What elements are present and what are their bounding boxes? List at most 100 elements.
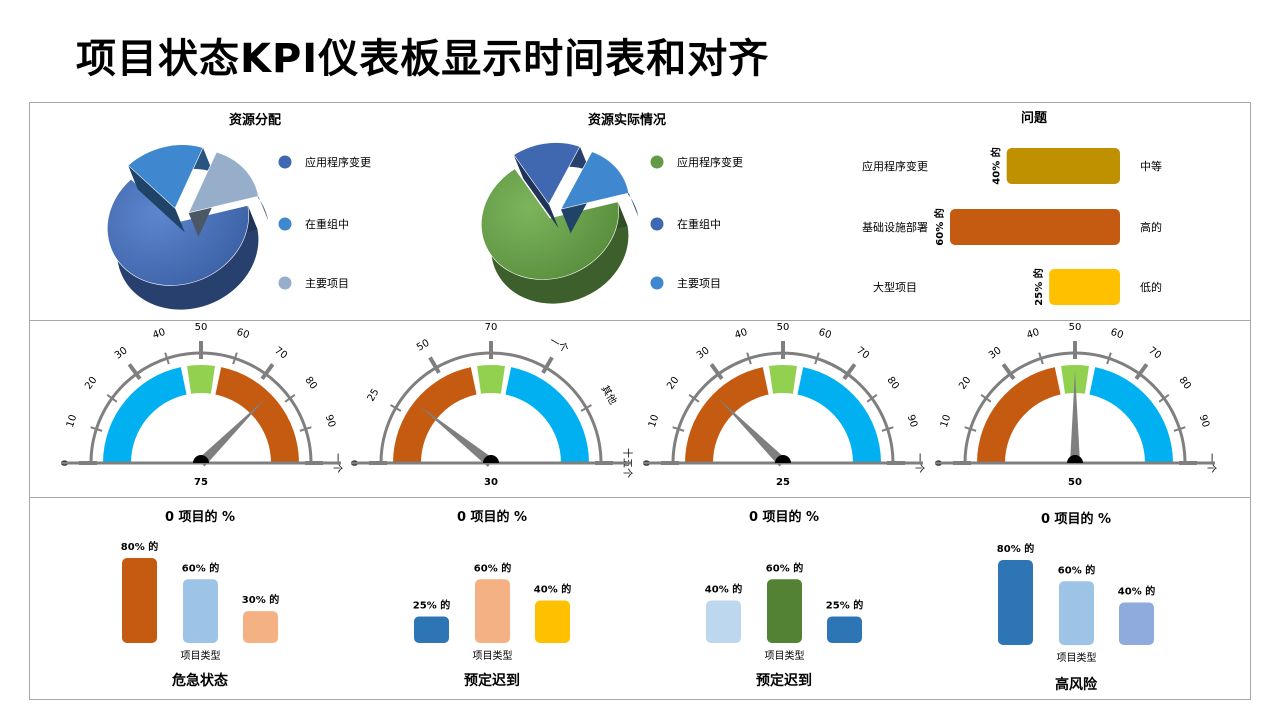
gauge-tick-label: 60 — [817, 327, 833, 341]
gauge-tick-label: 10 — [647, 413, 661, 429]
gauge-tick — [964, 426, 977, 432]
gauge-tick — [866, 394, 878, 403]
pie-title: 资源分配 — [229, 112, 281, 128]
gauge-tick — [260, 363, 275, 381]
gauge-tick — [127, 363, 142, 381]
gauge-tick — [1158, 394, 1170, 403]
gauge-tick — [746, 352, 752, 365]
gauge-tick-label: 50 — [777, 322, 790, 333]
bar — [767, 579, 802, 643]
gauge-tick-label: 50 — [1069, 322, 1082, 333]
legend-marker — [650, 276, 664, 290]
gauge-tick — [1038, 352, 1044, 365]
pie-slice — [188, 151, 259, 214]
issue-bar — [950, 209, 1120, 245]
gauge-tick — [284, 394, 296, 403]
gauge-tick — [1134, 363, 1149, 381]
gauge-tick — [390, 404, 402, 412]
gauge-tick-label: 25 — [366, 387, 382, 404]
gauge-tick-label: 80 — [302, 375, 318, 392]
gauge-tick — [980, 394, 992, 403]
bar-value-label: 80% 的 — [997, 542, 1034, 555]
gauge-tick — [541, 356, 554, 374]
gauge-tick-label: 60 — [1109, 327, 1125, 341]
gauge-value: 25 — [776, 477, 790, 488]
bar-value-label: 25% 的 — [826, 598, 863, 611]
gauge-tick-label: 80 — [884, 375, 900, 392]
gauge-hub — [775, 455, 791, 463]
gauge-tick-label: 70 — [854, 345, 871, 361]
gauge-tick — [580, 404, 592, 412]
gauge-tick-label: 30 — [695, 345, 712, 361]
pie-slice-side — [128, 165, 185, 233]
issue-value-label: 25% 的 — [1032, 268, 1045, 305]
bar-group-title: 0 项目的 % — [1041, 511, 1111, 527]
issue-value-label: 60% 的 — [933, 208, 946, 245]
bar-value-label: 30% 的 — [242, 593, 279, 606]
gauge-tick-label: 20 — [957, 375, 973, 392]
bar-group-caption: 预定迟到 — [464, 672, 520, 689]
gauge-tick-label: 50 — [195, 322, 208, 333]
pie-slice — [513, 142, 581, 205]
gauge-tick — [90, 426, 103, 432]
issue-category: 应用程序变更 — [862, 159, 928, 173]
gauge-tick — [1001, 363, 1016, 381]
issue-category: 大型项目 — [873, 280, 917, 294]
gauge-band-left — [393, 367, 477, 463]
gauge-tick-label: 20 — [83, 375, 99, 392]
bar — [535, 600, 570, 643]
page-title: 项目状态KPI仪表板显示时间表和对齐 — [76, 36, 770, 82]
bar-value-label: 40% 的 — [1118, 585, 1155, 598]
issue-bar — [1049, 269, 1120, 305]
bar — [1059, 581, 1094, 645]
bar — [243, 611, 278, 643]
bar-group-title: 0 项目的 % — [749, 509, 819, 525]
legend-label: 主要项目 — [305, 277, 349, 290]
gauge-tick-label: 60 — [235, 327, 251, 341]
gauge-tick-label: 70 — [1146, 345, 1163, 361]
legend-label: 在重组中 — [305, 217, 349, 231]
pie-slice-side — [481, 168, 629, 304]
gauge-hub — [193, 455, 209, 463]
gauge-tick — [106, 394, 118, 403]
legend-marker — [278, 217, 292, 231]
issue-level: 低的 — [1140, 280, 1162, 294]
bar-group-caption: 预定迟到 — [756, 672, 812, 689]
legend-label: 主要项目 — [677, 277, 721, 290]
bar — [475, 579, 510, 643]
gauge-band-right — [1089, 367, 1173, 463]
gauge-band-center — [477, 365, 505, 394]
gauge-hub — [483, 455, 499, 463]
gauge-tick — [881, 426, 894, 432]
gauge-tick — [688, 394, 700, 403]
bar-value-label: 25% 的 — [413, 598, 450, 611]
gauge-tick-label: 50 — [415, 338, 432, 354]
legend-marker — [278, 155, 292, 169]
bar-value-label: 60% 的 — [766, 561, 803, 574]
gauge-band-left — [685, 367, 769, 463]
gauge-tick — [814, 352, 820, 365]
gauge-tick-label: 90 — [323, 413, 337, 429]
bar-value-label: 60% 的 — [1058, 563, 1095, 576]
issue-value-label: 40% 的 — [990, 147, 1003, 184]
bar-value-label: 60% 的 — [182, 561, 219, 574]
gauge-needle — [419, 405, 495, 467]
pie-title: 资源实际情况 — [588, 112, 666, 128]
issues-title: 问题 — [1021, 110, 1048, 126]
gauge-tick-label: 40 — [151, 327, 167, 341]
gauge-tick — [428, 356, 441, 374]
bar — [1119, 602, 1154, 645]
legend-label: 应用程序变更 — [305, 155, 371, 169]
pie-slice — [560, 151, 630, 210]
gauge-tick-label: 30 — [987, 345, 1004, 361]
bar — [827, 616, 862, 643]
gauge-hub — [1067, 455, 1083, 463]
gauge-band-right — [505, 367, 589, 463]
gauge-tick — [709, 363, 724, 381]
gauge-tick — [164, 352, 170, 365]
bar — [122, 558, 157, 643]
pie-slice — [481, 168, 619, 280]
gauge-tick-label: 10 — [65, 413, 79, 429]
bar-value-label: 40% 的 — [534, 583, 571, 596]
gauge-value: 50 — [1068, 477, 1082, 488]
